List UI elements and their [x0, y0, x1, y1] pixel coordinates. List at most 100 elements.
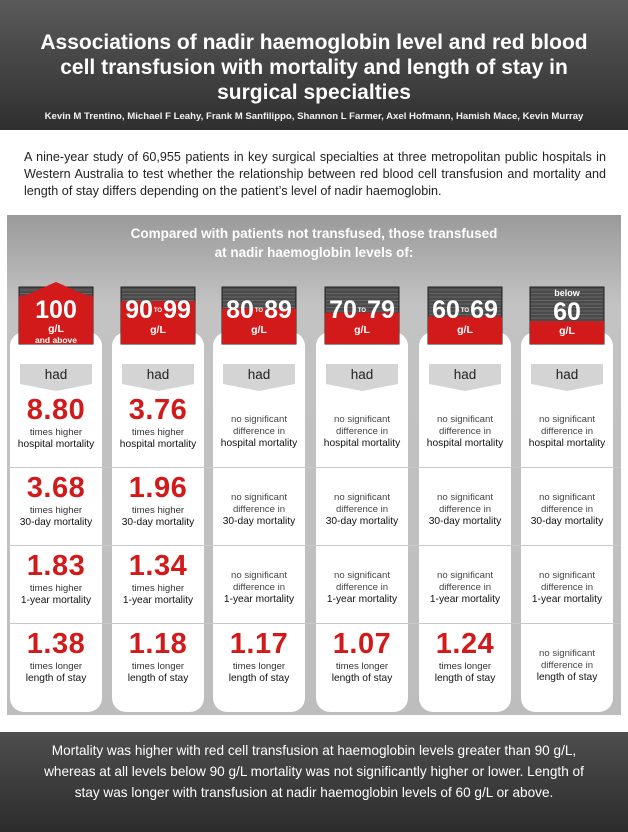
had-label: had	[555, 367, 579, 382]
result-cell: no significant difference in 1-year mortal…	[213, 570, 305, 606]
level-fill	[325, 312, 399, 344]
authors: Kevin M Trentino, Michael F Leahy, Frank…	[44, 111, 584, 122]
level-label: 80TO89 g/L	[221, 296, 297, 336]
had-label: had	[350, 367, 374, 382]
level-number: 90TO99	[120, 296, 196, 325]
result-outcome: 30-day mortality	[530, 516, 604, 527]
result-outcome: length of stay	[536, 672, 598, 683]
level-unit: g/L	[48, 323, 64, 335]
result-cell: no significant difference in 30-day mortal…	[316, 492, 408, 528]
level-from: 100	[35, 296, 77, 324]
result-outcome: 1-year mortality	[223, 594, 295, 605]
level-to: TO	[153, 308, 163, 315]
result-cell: 1.18 times longer length of stay	[112, 628, 204, 685]
no-significant-text: difference in	[232, 582, 286, 593]
level-from: 70	[329, 296, 357, 324]
had-arrow-shape	[326, 364, 398, 391]
result-cell: no significant difference in hospital mort…	[316, 414, 408, 450]
down-arrow-icon	[326, 364, 398, 391]
no-significant-text: no significant	[437, 414, 493, 425]
result-cell: no significant difference in length of sta…	[521, 648, 613, 684]
column-card	[10, 332, 102, 712]
had-arrow-shape	[122, 364, 194, 391]
no-significant-text: no significant	[334, 570, 390, 581]
no-significant-text: difference in	[438, 504, 492, 515]
result-cell: 1.96 times higher 30-day mortality	[112, 472, 204, 529]
had-label: had	[44, 367, 68, 382]
odds-ratio-value: 1.24	[435, 628, 495, 660]
had-arrow: had	[122, 364, 194, 391]
down-arrow-icon	[122, 364, 194, 391]
panel-title-line2: at nadir haemoglobin levels of:	[214, 245, 414, 260]
result-outcome: length of stay	[127, 673, 189, 684]
haemoglobin-level-cylinder: 90TO99 g/L	[120, 282, 196, 348]
no-significant-text: difference in	[232, 504, 286, 515]
no-significant-text: no significant	[334, 492, 390, 503]
result-outcome: hospital mortality	[17, 439, 95, 450]
odds-ratio-value: 1.17	[229, 628, 289, 660]
level-label: 90TO99 g/L	[120, 296, 196, 336]
level-column: 70TO79 g/L had no significant difference in h…	[316, 282, 408, 714]
column-card	[419, 332, 511, 712]
result-cell: 1.38 times longer length of stay	[10, 628, 102, 685]
down-arrow-icon	[531, 364, 603, 391]
result-qualifier: times longer	[438, 661, 492, 672]
column-card	[112, 332, 204, 712]
had-arrow: had	[223, 364, 295, 391]
haemoglobin-level-cylinder: 80TO89 g/L	[221, 282, 297, 348]
level-to: TO	[254, 308, 264, 315]
level-fill	[121, 301, 195, 344]
result-cell: no significant difference in hospital mort…	[521, 414, 613, 450]
haemoglobin-level-cylinder: 60TO69 g/L	[427, 282, 503, 348]
no-significant-text: difference in	[335, 426, 389, 437]
header: Associations of nadir haemoglobin level …	[0, 0, 628, 130]
result-cell: no significant difference in hospital mort…	[419, 414, 511, 450]
result-qualifier: times longer	[232, 661, 286, 672]
level-number: 80TO89	[221, 296, 297, 325]
no-significant-text: no significant	[231, 414, 287, 425]
level-label: 70TO79 g/L	[324, 296, 400, 336]
result-qualifier: times longer	[131, 661, 185, 672]
no-significant-text: no significant	[231, 492, 287, 503]
level-to: TO	[460, 308, 470, 315]
result-cell: no significant difference in 1-year mortal…	[521, 570, 613, 606]
no-significant-text: difference in	[232, 426, 286, 437]
level-upto: 99	[163, 296, 191, 324]
result-outcome: 1-year mortality	[326, 594, 398, 605]
level-column: 90TO99 g/L had 3.76 times higher hospital mor…	[112, 282, 204, 714]
cylinder-graphic	[529, 286, 605, 345]
no-significant-text: no significant	[437, 570, 493, 581]
odds-ratio-value: 1.07	[332, 628, 392, 660]
odds-ratio-value: 1.83	[26, 550, 86, 582]
footer: Mortality was higher with red cell trans…	[0, 732, 628, 832]
level-fill	[530, 321, 604, 344]
no-significant-text: difference in	[438, 582, 492, 593]
result-outcome: 30-day mortality	[428, 516, 502, 527]
had-arrow-shape	[223, 364, 295, 391]
result-outcome: 30-day mortality	[222, 516, 296, 527]
level-number: 60	[529, 298, 605, 326]
level-column: 60TO69 g/L had no significant difference in h…	[419, 282, 511, 714]
had-arrow: had	[429, 364, 501, 391]
result-outcome: 1-year mortality	[429, 594, 501, 605]
no-significant-text: no significant	[437, 492, 493, 503]
level-label: 60TO69 g/L	[427, 296, 503, 336]
result-outcome: 30-day mortality	[19, 517, 93, 528]
odds-ratio-value: 3.76	[128, 394, 188, 426]
results-panel	[7, 215, 621, 715]
result-cell: 1.34 times higher 1-year mortality	[112, 550, 204, 607]
result-qualifier: times longer	[335, 661, 389, 672]
result-cell: no significant difference in hospital mort…	[213, 414, 305, 450]
odds-ratio-value: 1.18	[128, 628, 188, 660]
result-cell: no significant difference in 30-day mortal…	[521, 492, 613, 528]
level-unit: g/L	[457, 324, 473, 337]
haemoglobin-level-cylinder: 70TO79 g/L	[324, 282, 400, 348]
result-outcome: 30-day mortality	[121, 517, 195, 528]
result-outcome: length of stay	[228, 673, 290, 684]
had-arrow-shape	[20, 364, 92, 391]
no-significant-text: no significant	[539, 414, 595, 425]
had-arrow: had	[326, 364, 398, 391]
level-upto: 69	[470, 296, 498, 324]
result-cell: no significant difference in 1-year mortal…	[316, 570, 408, 606]
result-qualifier: times higher	[29, 583, 83, 594]
